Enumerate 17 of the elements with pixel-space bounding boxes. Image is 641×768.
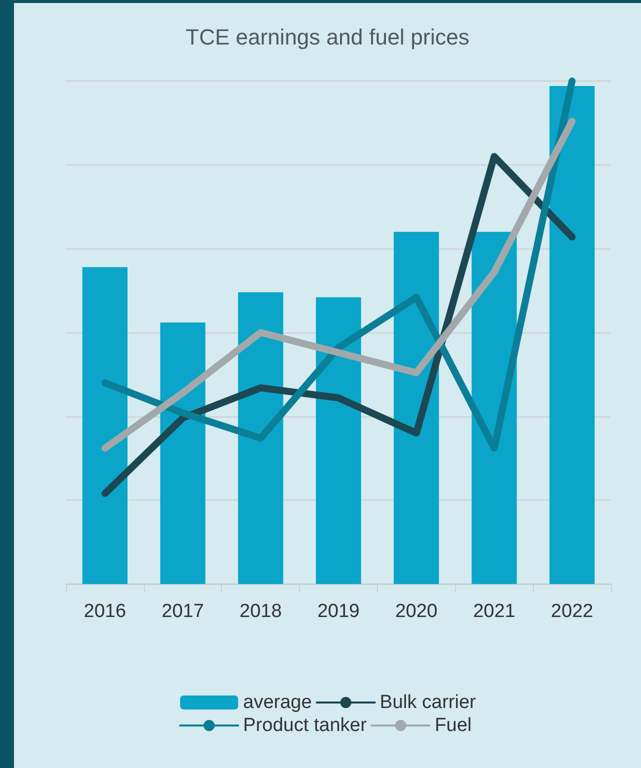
bar (160, 322, 206, 584)
legend-label: Product tanker (243, 715, 368, 736)
bar (549, 86, 595, 584)
bar (238, 292, 284, 584)
x-tick-label: 2017 (162, 601, 204, 622)
x-tick-label: 2019 (317, 601, 360, 622)
chart-title: TCE earnings and fuel prices (186, 24, 470, 50)
bar (82, 267, 128, 584)
legend-label: average (243, 692, 312, 713)
x-tick-label: 2018 (240, 601, 282, 622)
x-tick-label: 2016 (84, 601, 126, 622)
x-tick-label: 2022 (550, 601, 594, 622)
legend-label: Bulk carrier (380, 692, 477, 713)
x-tick-label: 2021 (473, 601, 516, 622)
legend-label: Fuel (434, 715, 472, 736)
bar (316, 297, 362, 584)
x-tick-label: 2020 (395, 601, 438, 622)
